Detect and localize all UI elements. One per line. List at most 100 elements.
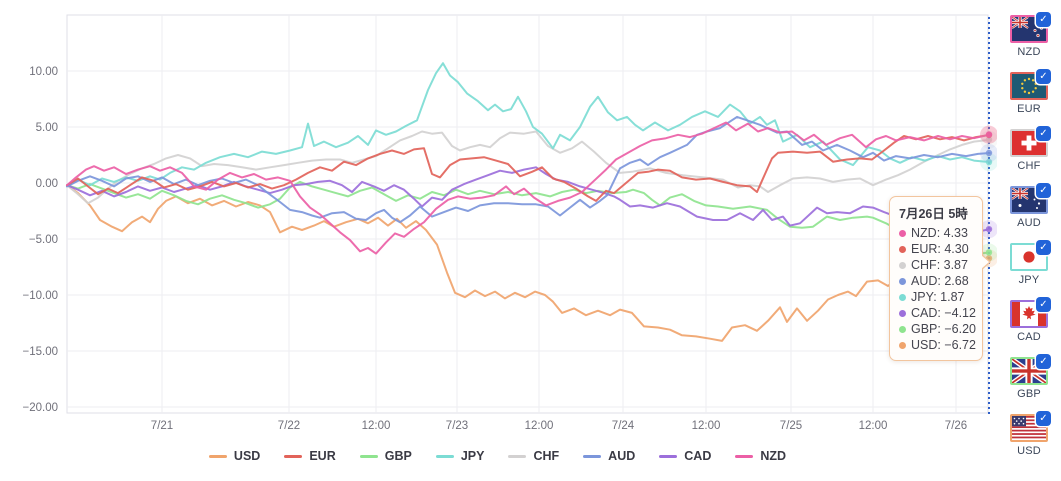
tooltip-row-jpy: JPY: 1.87 — [899, 289, 973, 305]
legend-swatch-aud — [583, 454, 602, 458]
x-axis-label: 12:00 — [525, 420, 554, 432]
sidebar-item-jpy[interactable]: ✓ JPY — [1002, 240, 1056, 286]
legend-label: CHF — [533, 449, 560, 463]
tooltip-value: EUR: 4.30 — [911, 242, 969, 256]
legend-item-jpy[interactable]: JPY — [435, 449, 485, 463]
checkbox-eur[interactable]: ✓ — [1036, 69, 1051, 84]
legend-label: CAD — [684, 449, 712, 463]
legend-swatch-usd — [208, 454, 227, 458]
legend-item-gbp[interactable]: GBP — [359, 449, 412, 463]
x-axis-label: 7/23 — [446, 420, 468, 432]
legend-swatch-cad — [659, 454, 678, 458]
legend-label: GBP — [384, 449, 412, 463]
sidebar-item-label: CHF — [1017, 160, 1041, 172]
sidebar-item-eur[interactable]: ✓ EUR — [1002, 69, 1056, 115]
legend-label: AUD — [608, 449, 636, 463]
end-marker-cad — [985, 225, 993, 233]
sidebar-item-label: NZD — [1017, 46, 1041, 58]
y-axis-label: −15.00 — [23, 346, 59, 358]
tooltip-value: GBP: −6.20 — [911, 322, 976, 336]
x-axis-label: 12:00 — [859, 420, 888, 432]
x-axis-label: 7/26 — [945, 420, 967, 432]
tooltip-dot-aud — [899, 277, 906, 285]
legend-item-eur[interactable]: EUR — [284, 449, 336, 463]
sidebar-item-cad[interactable]: ✓ CAD — [1002, 297, 1056, 343]
x-axis-label: 12:00 — [692, 420, 721, 432]
tooltip-row-chf: CHF: 3.87 — [899, 257, 973, 273]
sidebar-item-aud[interactable]: ✓ AUD — [1002, 183, 1056, 229]
series-line-nzd — [66, 121, 991, 255]
legend-item-aud[interactable]: AUD — [583, 449, 635, 463]
sidebar-item-chf[interactable]: ✓ CHF — [1002, 126, 1056, 172]
legend-swatch-nzd — [735, 454, 754, 458]
sidebar-item-label: JPY — [1018, 274, 1040, 286]
legend-label: NZD — [760, 449, 787, 463]
legend-item-cad[interactable]: CAD — [659, 449, 711, 463]
series-line-chf — [66, 130, 991, 205]
end-marker-aud — [985, 149, 993, 157]
x-axis-label: 12:00 — [362, 420, 391, 432]
tooltip-row-nzd: NZD: 4.33 — [899, 225, 973, 241]
sidebar-item-label: USD — [1017, 445, 1041, 457]
checkbox-jpy[interactable]: ✓ — [1036, 240, 1051, 255]
legend-swatch-gbp — [359, 454, 378, 458]
sidebar-item-usd[interactable]: ✓ USD — [1002, 411, 1056, 457]
x-axis-label: 7/22 — [278, 420, 300, 432]
x-axis-label: 7/25 — [780, 420, 802, 432]
checkbox-usd[interactable]: ✓ — [1036, 411, 1051, 426]
tooltip-dot-gbp — [899, 325, 906, 333]
y-axis-label: 10.00 — [29, 66, 58, 78]
tooltip-value: CHF: 3.87 — [911, 258, 968, 272]
legend-label: USD — [233, 449, 261, 463]
legend-item-usd[interactable]: USD — [208, 449, 261, 463]
currency-sidebar: ✓ NZD ✓ EUR ✓ CHF ✓ AUD ✓ JPY — [997, 0, 1061, 476]
tooltip-dot-nzd — [899, 229, 906, 237]
checkbox-cad[interactable]: ✓ — [1036, 297, 1051, 312]
checkbox-gbp[interactable]: ✓ — [1036, 354, 1051, 369]
tooltip-dot-jpy — [899, 293, 906, 301]
y-axis-label: −5.00 — [29, 234, 58, 246]
series-line-usd — [66, 184, 991, 342]
sidebar-item-label: GBP — [1017, 388, 1041, 400]
y-axis-label: −10.00 — [23, 290, 59, 302]
series-line-aud — [66, 115, 991, 224]
tooltip-value: USD: −6.72 — [911, 338, 976, 352]
chf-flag-icon[interactable]: ✓ — [1010, 126, 1051, 157]
legend-item-chf[interactable]: CHF — [508, 449, 559, 463]
sidebar-item-nzd[interactable]: ✓ NZD — [1002, 12, 1056, 58]
checkbox-aud[interactable]: ✓ — [1036, 183, 1051, 198]
tooltip-dot-chf — [899, 261, 906, 269]
legend-label: EUR — [309, 449, 336, 463]
checkbox-chf[interactable]: ✓ — [1036, 126, 1051, 141]
series-line-eur — [66, 133, 991, 202]
jpy-flag-icon[interactable]: ✓ — [1010, 240, 1051, 271]
legend-swatch-chf — [508, 454, 527, 458]
usd-flag-icon[interactable]: ✓ — [1010, 411, 1051, 442]
y-axis-label: 5.00 — [36, 122, 58, 134]
tooltip-row-eur: EUR: 4.30 — [899, 241, 973, 257]
aud-flag-icon[interactable]: ✓ — [1010, 183, 1051, 214]
nzd-flag-icon[interactable]: ✓ — [1010, 12, 1051, 43]
cad-flag-icon[interactable]: ✓ — [1010, 297, 1051, 328]
tooltip-dot-cad — [899, 309, 906, 317]
tooltip-dot-usd — [899, 341, 906, 349]
tooltip-row-gbp: GBP: −6.20 — [899, 321, 976, 337]
sidebar-item-gbp[interactable]: ✓ GBP — [1002, 354, 1056, 400]
legend-swatch-eur — [284, 454, 303, 458]
gbp-flag-icon[interactable]: ✓ — [1010, 354, 1051, 385]
x-axis-label: 7/24 — [612, 420, 635, 432]
eur-flag-icon[interactable]: ✓ — [1010, 69, 1051, 100]
legend-item-nzd[interactable]: NZD — [735, 449, 786, 463]
checkbox-nzd[interactable]: ✓ — [1036, 12, 1051, 27]
chart-legend: USD EUR GBP JPY CHF AUD CAD NZD — [0, 444, 995, 468]
y-axis-label: −20.00 — [23, 402, 59, 414]
series-line-cad — [66, 166, 991, 233]
y-axis-label: 0.00 — [36, 178, 58, 190]
sidebar-item-label: EUR — [1017, 103, 1041, 115]
tooltip-title: 7月26日 5時 — [899, 207, 968, 221]
sidebar-item-label: CAD — [1017, 331, 1041, 343]
legend-label: JPY — [460, 449, 485, 463]
end-marker-jpy — [985, 158, 993, 166]
